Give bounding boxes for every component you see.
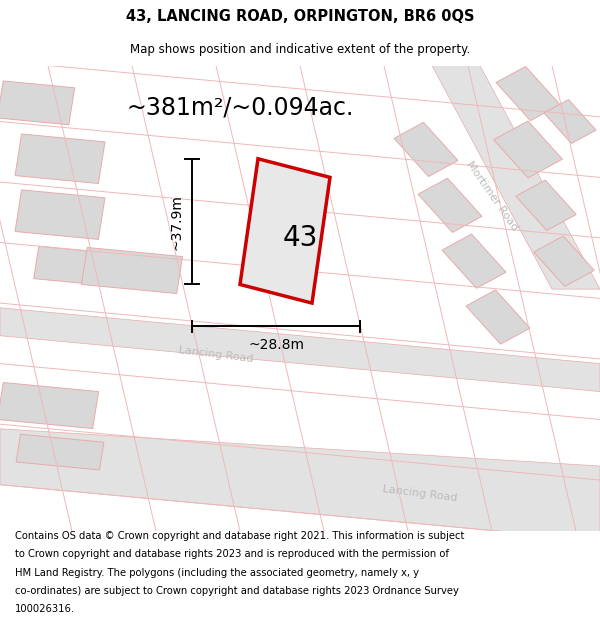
Text: 43, LANCING ROAD, ORPINGTON, BR6 0QS: 43, LANCING ROAD, ORPINGTON, BR6 0QS [126, 9, 474, 24]
Polygon shape [494, 121, 562, 178]
Polygon shape [418, 178, 482, 232]
Text: 100026316.: 100026316. [15, 604, 75, 614]
Polygon shape [466, 290, 530, 344]
Polygon shape [82, 248, 182, 294]
Polygon shape [34, 246, 110, 286]
Polygon shape [544, 99, 596, 143]
Polygon shape [16, 434, 104, 470]
Polygon shape [432, 66, 600, 289]
Text: ~381m²/~0.094ac.: ~381m²/~0.094ac. [127, 96, 353, 119]
Text: Mortimer Road: Mortimer Road [464, 159, 520, 232]
Polygon shape [534, 236, 594, 286]
Text: co-ordinates) are subject to Crown copyright and database rights 2023 Ordnance S: co-ordinates) are subject to Crown copyr… [15, 586, 459, 596]
Text: ~37.9m: ~37.9m [169, 194, 183, 249]
Polygon shape [0, 429, 600, 541]
Text: 43: 43 [283, 224, 317, 252]
Text: ~28.8m: ~28.8m [248, 338, 304, 352]
Polygon shape [240, 159, 330, 303]
Polygon shape [0, 382, 98, 429]
Text: Contains OS data © Crown copyright and database right 2021. This information is : Contains OS data © Crown copyright and d… [15, 531, 464, 541]
Polygon shape [394, 122, 458, 176]
Text: Lancing Road: Lancing Road [382, 484, 458, 504]
Polygon shape [0, 308, 600, 391]
Polygon shape [442, 234, 506, 288]
Polygon shape [15, 190, 105, 239]
Text: HM Land Registry. The polygons (including the associated geometry, namely x, y: HM Land Registry. The polygons (includin… [15, 568, 419, 578]
Polygon shape [0, 81, 74, 125]
Text: Map shows position and indicative extent of the property.: Map shows position and indicative extent… [130, 42, 470, 56]
Text: to Crown copyright and database rights 2023 and is reproduced with the permissio: to Crown copyright and database rights 2… [15, 549, 449, 559]
Text: Lancing Road: Lancing Road [178, 345, 254, 364]
Polygon shape [15, 134, 105, 184]
Polygon shape [496, 66, 560, 121]
Polygon shape [516, 180, 576, 231]
